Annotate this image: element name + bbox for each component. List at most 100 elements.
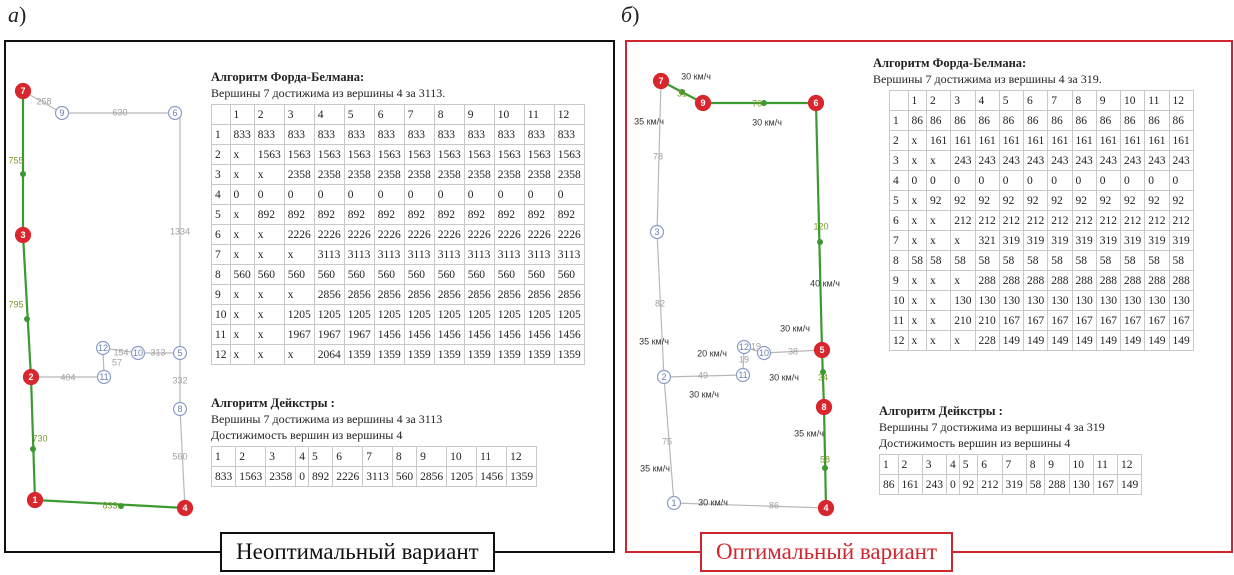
dijkstra-a-cell: 11 xyxy=(476,446,508,467)
bellman-b-cell: 130 xyxy=(1095,290,1122,311)
speed-label: 40 км/ч xyxy=(810,278,840,288)
bellman-b-cell: x xyxy=(907,210,927,231)
dijkstra-b-cell: 3 xyxy=(921,454,948,475)
node-label-9: 9 xyxy=(59,108,64,118)
edge-label: 76 xyxy=(752,98,762,108)
bellman-b-cell: 149 xyxy=(1119,330,1146,351)
bellman-b-cell: x xyxy=(907,270,927,291)
bellman-a-cell: 833 xyxy=(313,124,345,145)
bellman-b-cell: 86 xyxy=(1047,110,1073,131)
bellman-a-cell: 1359 xyxy=(493,344,525,365)
bellman-a-cell: 2358 xyxy=(553,164,585,185)
bellman-b-cell: 0 xyxy=(1071,170,1097,191)
bellman-a-cell: x xyxy=(229,144,255,165)
bellman-a-cell: 560 xyxy=(463,264,495,285)
bellman-b-cell: 212 xyxy=(998,210,1025,231)
bellman-a-cell: 1205 xyxy=(403,304,435,325)
bellman-b-header-cell: 2 xyxy=(925,90,952,111)
dijkstra-b-cell: 7 xyxy=(1001,454,1027,475)
node-11 xyxy=(96,369,112,385)
bellman-b-header-cell: 6 xyxy=(1022,90,1049,111)
bellman-a-header-cell xyxy=(211,104,231,125)
edge-label: 49 xyxy=(698,370,708,380)
dijkstra-a-cell: 7 xyxy=(362,446,393,467)
node-6 xyxy=(807,94,825,112)
bellman-a-cell: x xyxy=(229,164,255,185)
bellman-b-cell: x xyxy=(925,330,952,351)
edge-label: 258 xyxy=(36,96,51,106)
bellman-a-cell: 1563 xyxy=(433,144,465,165)
bellman-a-cell: 2358 xyxy=(463,164,495,185)
bellman-b-cell: 2 xyxy=(889,130,909,151)
dijkstra-a-cell: 2 xyxy=(235,446,267,467)
edge-3-2 xyxy=(21,234,33,378)
bellman-b-cell: 0 xyxy=(907,170,927,191)
dijkstra-b-cell: 130 xyxy=(1068,474,1094,495)
bellman-a-cell: x xyxy=(229,244,255,265)
bellman-a-cell: 3113 xyxy=(553,244,585,265)
bellman-a-cell: 2856 xyxy=(493,284,525,305)
bellman-b-cell: 92 xyxy=(1047,190,1073,211)
dijkstra-a-cell: 6 xyxy=(332,446,364,467)
bellman-a-row: 11 x x 1967 1967 1967 1456 1456 1456 1456 1456 1456… xyxy=(211,324,585,345)
bellman-b-row: 10 x x 130 130 130 130 130 130 130 130 130 130 xyxy=(889,290,1194,311)
bellman-b-cell: 0 xyxy=(925,170,952,191)
bellman-b-cell: x xyxy=(907,310,927,331)
dijkstra-a-cell: 2358 xyxy=(265,466,297,487)
bellman-a-cell: 0 xyxy=(523,184,555,205)
bellman-a-cell: 1359 xyxy=(403,344,435,365)
edge-label: 332 xyxy=(172,375,187,385)
bellman-a-cell: 2226 xyxy=(313,224,345,245)
dijkstra-a-cell: 12 xyxy=(506,446,538,467)
dijkstra-b-cell: 8 xyxy=(1025,454,1046,475)
bellman-b-cell: 319 xyxy=(1119,230,1146,251)
bellman-a-cell: 1967 xyxy=(313,324,345,345)
bellman-b-cell: x xyxy=(925,150,952,171)
dijkstra-a-cell: 892 xyxy=(307,466,334,487)
edge-3-2 xyxy=(656,231,665,378)
bellman-b-cell: 92 xyxy=(974,190,1000,211)
dijkstra-reach-b: Достижимость вершин из вершины 4 xyxy=(879,436,1071,450)
dijkstra-a-cell: 1205 xyxy=(446,466,478,487)
bellman-b-cell: 288 xyxy=(1144,270,1170,291)
node-7 xyxy=(652,72,670,90)
bellman-a-row: 2 x 1563 1563 1563 1563 1563 1563 1563 1563 1563 15… xyxy=(211,144,585,165)
bellman-a-cell: 1205 xyxy=(523,304,555,325)
bellman-a-cell: 833 xyxy=(373,124,405,145)
node-5 xyxy=(813,341,831,359)
node-label-5: 5 xyxy=(177,348,182,358)
bellman-a-cell: 1456 xyxy=(493,324,525,345)
bellman-b-cell: x xyxy=(925,270,952,291)
dijkstra-b-cell: 0 xyxy=(946,474,960,495)
edge-arrow-marker xyxy=(820,369,826,375)
panel-b-optimal: 31 76 120 78 82 49 19 19 38 34 58 75 86 30 км/ч 35 км/… xyxy=(625,40,1233,553)
bellman-b-row: 12 x x x 228 149 149 149 149 149 149 149 149 xyxy=(889,330,1194,351)
dijkstra-a-cell: 10 xyxy=(446,446,478,467)
node-6 xyxy=(167,105,183,121)
dijkstra-a-cell: 2226 xyxy=(332,466,364,487)
panel-b-paren: ) xyxy=(632,2,640,27)
bellman-a-header-cell: 4 xyxy=(313,104,345,125)
bellman-b-cell: 288 xyxy=(1071,270,1097,291)
bellman-b-cell: 167 xyxy=(1168,310,1194,331)
dijkstra-b-cell: 10 xyxy=(1068,454,1094,475)
dijkstra-result-a: Вершины 7 достижима из вершины 4 за 3113 xyxy=(211,412,443,426)
node-label-2: 2 xyxy=(28,372,33,382)
bellman-b-cell: 58 xyxy=(998,250,1025,271)
bellman-a-cell: 3113 xyxy=(403,244,435,265)
bellman-a-cell: 560 xyxy=(253,264,285,285)
node-8 xyxy=(815,398,833,416)
edge-label: 38 xyxy=(788,346,798,356)
bellman-a-cell: 892 xyxy=(493,204,525,225)
bellman-b-cell: 212 xyxy=(974,210,1000,231)
panel-a-letter: а) xyxy=(8,2,26,28)
bellman-b-cell: 0 xyxy=(1095,170,1122,191)
speed-label: 30 км/ч xyxy=(780,323,810,333)
bellman-b-cell: 130 xyxy=(1119,290,1146,311)
bellman-a-cell: 1563 xyxy=(493,144,525,165)
bellman-a-header-cell: 7 xyxy=(403,104,435,125)
bellman-a-cell: 1359 xyxy=(433,344,465,365)
bellman-a-cell: 833 xyxy=(523,124,555,145)
bellman-a-header-cell: 5 xyxy=(343,104,375,125)
bellman-b-row: 1 86 86 86 86 86 86 86 86 86 86 86 86 xyxy=(889,110,1194,131)
